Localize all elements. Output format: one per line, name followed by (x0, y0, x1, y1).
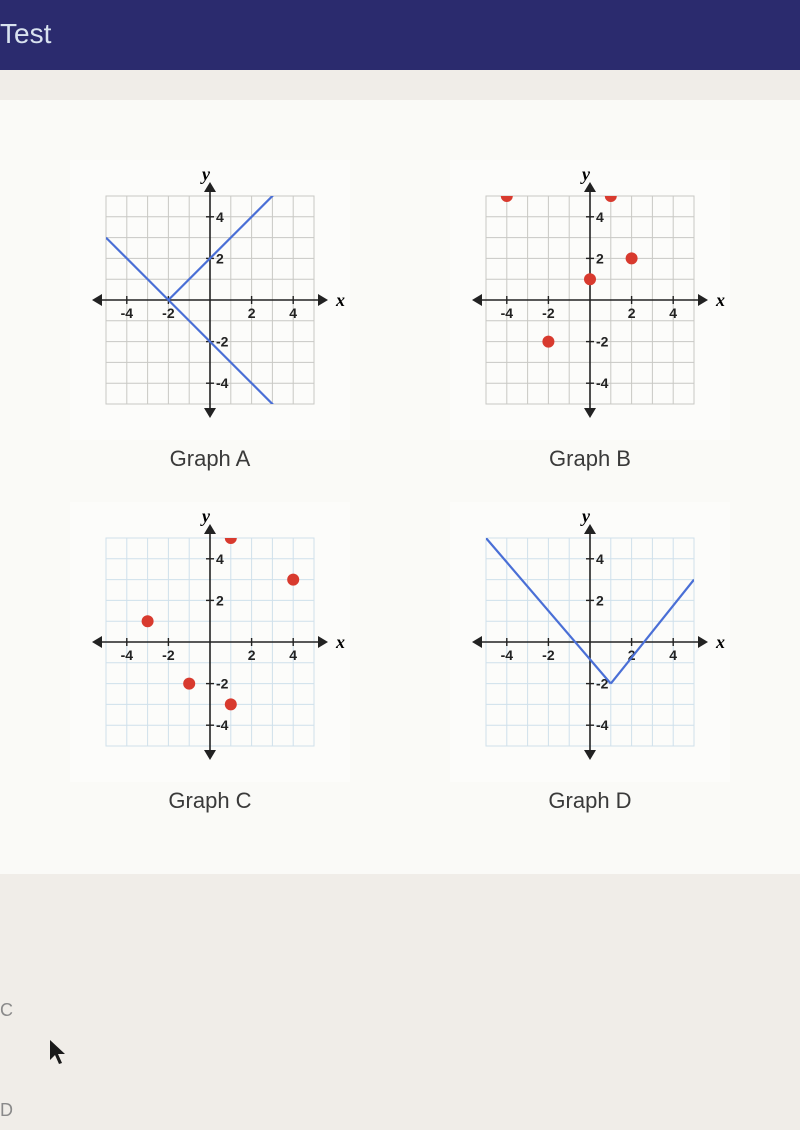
svg-text:2: 2 (248, 305, 256, 321)
svg-text:4: 4 (216, 551, 224, 567)
svg-text:-2: -2 (216, 676, 229, 692)
svg-text:-4: -4 (121, 647, 134, 663)
svg-text:-2: -2 (216, 334, 229, 350)
svg-text:4: 4 (596, 551, 604, 567)
svg-text:y: y (200, 506, 211, 526)
svg-text:2: 2 (248, 647, 256, 663)
svg-text:4: 4 (669, 305, 677, 321)
svg-text:y: y (580, 164, 591, 184)
graph-c-label: Graph C (168, 788, 251, 814)
graph-c-panel: -4 -2 2 4 -4 -2 2 4 x y Graph C (50, 502, 370, 814)
svg-text:-2: -2 (596, 334, 609, 350)
svg-text:-4: -4 (501, 305, 514, 321)
svg-text:-2: -2 (542, 305, 555, 321)
graph-b-label: Graph B (549, 446, 631, 472)
graph-d-label: Graph D (548, 788, 631, 814)
graph-d-svg: -4-224-4-224xy (450, 502, 730, 782)
svg-text:x: x (715, 632, 725, 652)
svg-text:x: x (715, 290, 725, 310)
svg-text:-4: -4 (596, 717, 609, 733)
svg-text:-2: -2 (162, 305, 175, 321)
svg-text:2: 2 (596, 592, 604, 608)
cursor-icon (50, 1040, 72, 1068)
graph-b-svg: -4 -2 2 4 -4 -2 2 4 x y (450, 160, 730, 440)
svg-text:4: 4 (669, 647, 677, 663)
svg-text:y: y (200, 164, 211, 184)
svg-text:2: 2 (628, 305, 636, 321)
svg-text:x: x (335, 290, 345, 310)
graph-a-svg: -4 -2 2 4 -4 -2 2 4 x y (70, 160, 350, 440)
svg-text:2: 2 (216, 250, 224, 266)
svg-text:x: x (335, 632, 345, 652)
title-text: Test (0, 18, 51, 49)
svg-text:4: 4 (596, 209, 604, 225)
graph-d-panel: -4-224-4-224xy Graph D (430, 502, 750, 814)
svg-text:-4: -4 (501, 647, 514, 663)
svg-text:4: 4 (289, 647, 297, 663)
svg-text:4: 4 (289, 305, 297, 321)
svg-text:2: 2 (216, 592, 224, 608)
graphs-grid: -4 -2 2 4 -4 -2 2 4 x y Graph A -4 -2 2 4 -4 -2 2 4 x y Gr… (50, 160, 750, 814)
svg-text:2: 2 (596, 250, 604, 266)
graph-a-panel: -4 -2 2 4 -4 -2 2 4 x y Graph A (50, 160, 370, 472)
graph-b-panel: -4 -2 2 4 -4 -2 2 4 x y Graph B (430, 160, 750, 472)
svg-text:-4: -4 (216, 375, 229, 391)
content-area: -4 -2 2 4 -4 -2 2 4 x y Graph A -4 -2 2 4 -4 -2 2 4 x y Gr… (0, 100, 800, 874)
svg-text:-2: -2 (162, 647, 175, 663)
svg-text:y: y (580, 506, 591, 526)
svg-text:-2: -2 (542, 647, 555, 663)
option-d-label: D (0, 1100, 13, 1121)
svg-text:-4: -4 (121, 305, 134, 321)
graph-a-label: Graph A (170, 446, 251, 472)
svg-text:-4: -4 (216, 717, 229, 733)
svg-text:-4: -4 (596, 375, 609, 391)
graph-c-svg: -4 -2 2 4 -4 -2 2 4 x y (70, 502, 350, 782)
title-bar: Test (0, 0, 800, 70)
svg-text:4: 4 (216, 209, 224, 225)
option-c-label: C (0, 1000, 13, 1021)
